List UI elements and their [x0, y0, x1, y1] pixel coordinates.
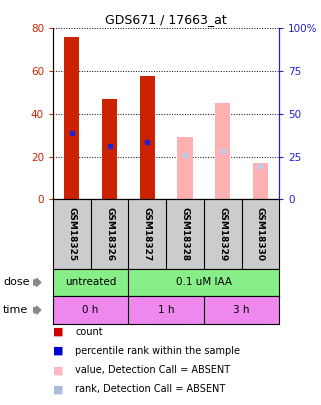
- Text: rank, Detection Call = ABSENT: rank, Detection Call = ABSENT: [75, 384, 226, 394]
- Text: percentile rank within the sample: percentile rank within the sample: [75, 346, 240, 356]
- Text: time: time: [3, 305, 29, 315]
- Text: 1 h: 1 h: [158, 305, 174, 315]
- Text: untreated: untreated: [65, 277, 117, 288]
- Text: ■: ■: [53, 384, 64, 394]
- Bar: [215, 103, 230, 199]
- Bar: [178, 137, 193, 199]
- Text: value, Detection Call = ABSENT: value, Detection Call = ABSENT: [75, 365, 230, 375]
- Text: 0.1 uM IAA: 0.1 uM IAA: [176, 277, 232, 288]
- Text: count: count: [75, 327, 103, 337]
- Bar: [253, 163, 268, 199]
- Text: dose: dose: [3, 277, 30, 288]
- Text: ■: ■: [53, 327, 64, 337]
- Bar: [64, 37, 79, 199]
- Text: GSM18329: GSM18329: [218, 207, 227, 261]
- Text: GSM18328: GSM18328: [180, 207, 189, 261]
- Text: ■: ■: [53, 346, 64, 356]
- Text: GSM18330: GSM18330: [256, 207, 265, 261]
- Text: GSM18326: GSM18326: [105, 207, 114, 261]
- Text: GSM18327: GSM18327: [143, 207, 152, 261]
- Bar: [140, 77, 155, 199]
- Title: GDS671 / 17663_at: GDS671 / 17663_at: [105, 13, 227, 26]
- Text: ■: ■: [53, 365, 64, 375]
- Text: 3 h: 3 h: [233, 305, 250, 315]
- Text: GSM18325: GSM18325: [67, 207, 76, 261]
- Bar: [102, 99, 117, 199]
- Text: 0 h: 0 h: [82, 305, 99, 315]
